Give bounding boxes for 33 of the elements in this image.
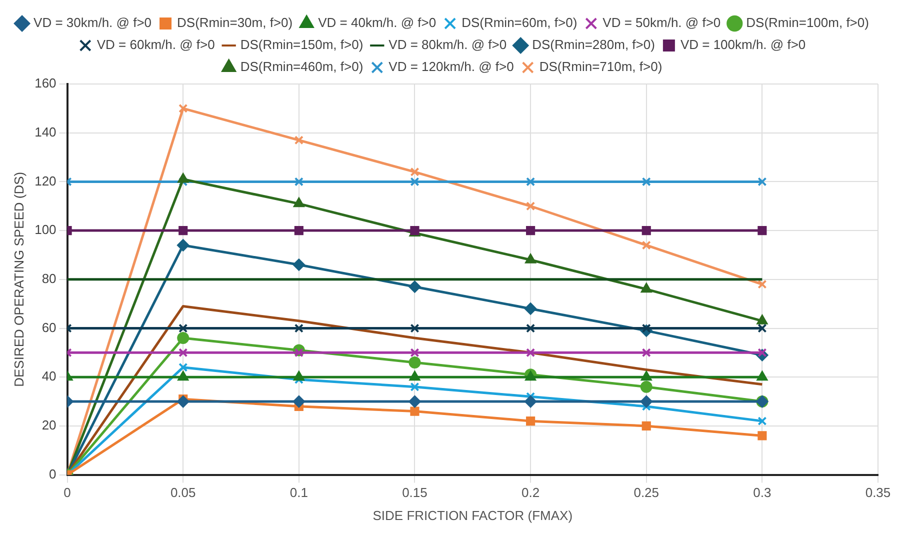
- x-axis-title: SIDE FRICTION FACTOR (FMAX): [372, 508, 573, 523]
- x-tick-label: 0.3: [753, 485, 772, 500]
- y-tick-label: 60: [42, 320, 56, 335]
- legend-label: VD = 50km/h. @ f>0: [602, 15, 721, 30]
- legend-label: VD = 120km/h. @ f>0: [388, 59, 514, 74]
- y-tick-label: 20: [42, 418, 56, 433]
- legend-label: DS(Rmin=60m, f>0): [462, 15, 578, 30]
- legend-label: DS(Rmin=710m, f>0): [539, 59, 662, 74]
- y-tick-label: 120: [34, 173, 56, 188]
- x-tick-label: 0: [64, 485, 71, 500]
- y-tick-label: 0: [49, 466, 56, 482]
- y-tick-label: 160: [34, 76, 56, 91]
- x-tick-label: 0.25: [634, 485, 660, 500]
- x-tick-label: 0.1: [290, 485, 308, 500]
- legend-label: VD = 80km/h. @ f>0: [388, 37, 507, 52]
- x-tick-label: 0.2: [522, 485, 540, 500]
- y-tick-label: 40: [42, 368, 56, 384]
- legend-label: VD = 60km/h. @ f>0: [96, 37, 215, 52]
- legend-label: DS(Rmin=460m, f>0): [240, 59, 364, 74]
- x-tick-label: 0.35: [865, 485, 891, 500]
- legend-label: DS(Rmin=150m, f>0): [240, 37, 364, 52]
- legend-label: VD = 40km/h. @ f>0: [318, 15, 436, 30]
- x-tick-label: 0.05: [170, 485, 196, 500]
- y-tick-label: 80: [42, 270, 56, 286]
- legend-label: DS(Rmin=280m, f>0): [532, 37, 655, 52]
- legend-label: VD = 30km/h. @ f>0: [34, 15, 152, 30]
- legend-label: DS(Rmin=30m, f>0): [177, 15, 293, 30]
- legend-label: VD = 100km/h. @ f>0: [680, 37, 806, 52]
- legend-label: DS(Rmin=100m, f>0): [746, 15, 869, 30]
- x-tick-label: 0.15: [402, 485, 428, 500]
- y-tick-label: 100: [34, 222, 56, 238]
- y-axis-title: DESIRED OPERATING SPEED (DS): [11, 172, 26, 387]
- y-tick-label: 140: [34, 124, 56, 140]
